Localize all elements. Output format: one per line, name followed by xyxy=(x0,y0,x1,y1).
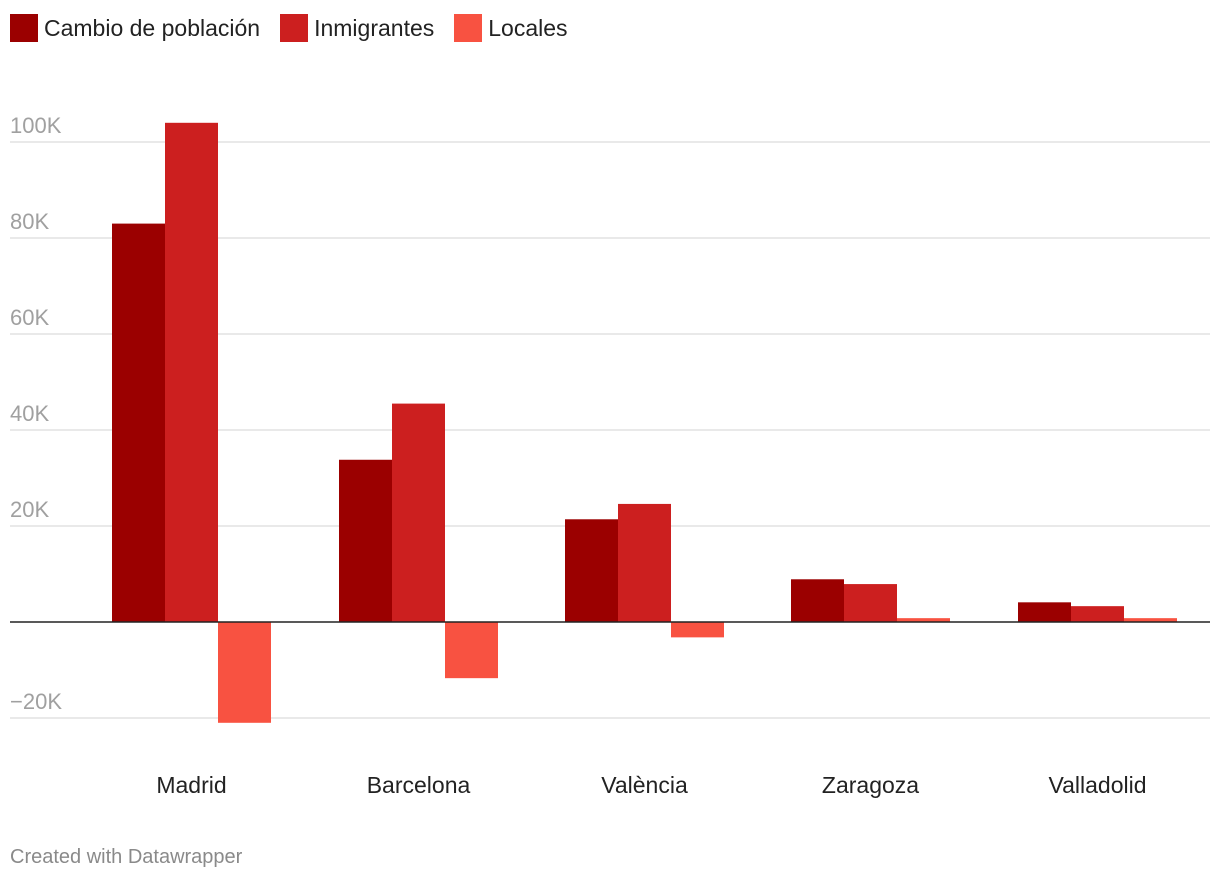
bar xyxy=(1124,618,1177,622)
legend-item-cambio: Cambio de población xyxy=(10,14,260,42)
bar xyxy=(392,403,445,622)
bar xyxy=(565,519,618,622)
legend-label-locales: Locales xyxy=(488,14,568,41)
bar xyxy=(1018,602,1071,622)
y-tick-label: 100K xyxy=(10,113,62,138)
y-tick-label: 40K xyxy=(10,401,49,426)
bar xyxy=(791,579,844,622)
bar xyxy=(1071,606,1124,622)
y-tick-label: 20K xyxy=(10,497,49,522)
x-tick-label: Valladolid xyxy=(1048,772,1146,798)
legend-item-locales: Locales xyxy=(454,14,568,42)
x-tick-label: Madrid xyxy=(156,772,226,798)
chart-legend: Cambio de población Inmigrantes Locales xyxy=(10,13,588,43)
legend-swatch-cambio xyxy=(10,14,38,42)
bar xyxy=(618,503,671,622)
y-tick-label: 80K xyxy=(10,209,49,234)
x-tick-label: València xyxy=(601,772,688,798)
bar xyxy=(445,622,498,679)
legend-swatch-inmigrantes xyxy=(280,14,309,42)
footer-credit: Created with Datawrapper xyxy=(10,846,243,868)
bar xyxy=(339,459,392,622)
bar xyxy=(897,618,950,622)
legend-item-inmigrantes: Inmigrantes xyxy=(280,14,434,42)
axis: Madrid Barcelona València Zaragoza Valladoli… xyxy=(10,621,1210,798)
bar xyxy=(165,122,218,623)
legend-label-inmigrantes: Inmigrantes xyxy=(314,14,435,41)
legend-label-cambio: Cambio de población xyxy=(44,14,261,41)
bars xyxy=(112,122,1177,723)
bar xyxy=(844,584,897,622)
bar xyxy=(112,223,165,622)
bar xyxy=(218,622,271,723)
y-tick-label: 60K xyxy=(10,305,49,330)
bar xyxy=(671,622,724,638)
x-tick-label: Barcelona xyxy=(367,772,471,798)
legend-swatch-locales xyxy=(454,14,483,42)
y-tick-label: −20K xyxy=(10,689,62,714)
x-tick-label: Zaragoza xyxy=(822,772,919,798)
